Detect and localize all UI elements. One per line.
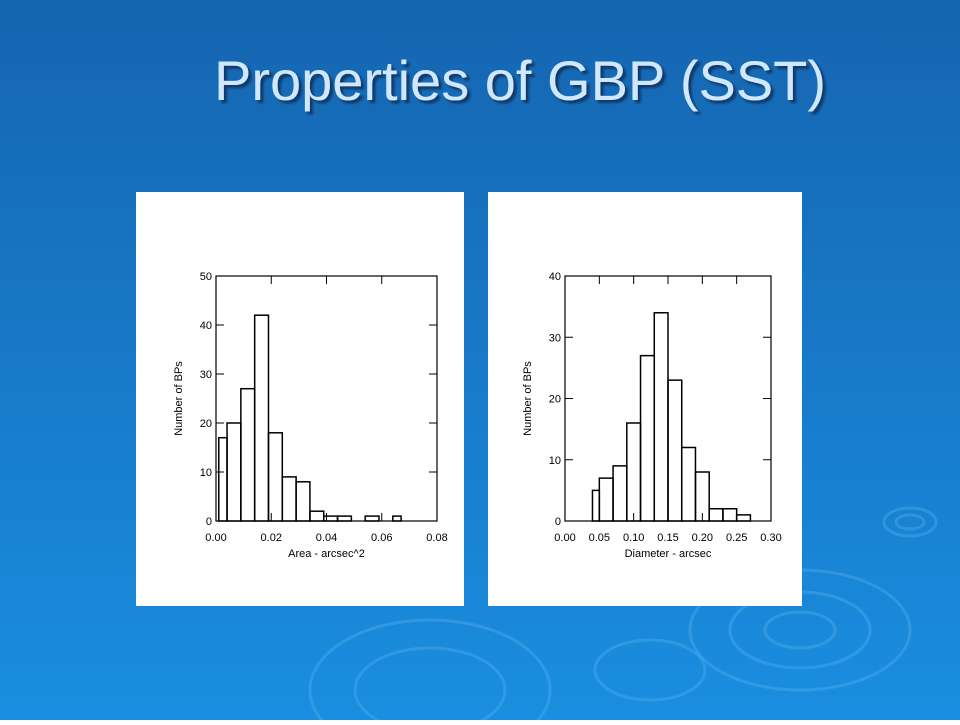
y-axis-label: Number of BPs [522, 361, 534, 436]
y-tick-label: 0 [206, 516, 212, 528]
x-axis-label: Diameter - arcsec [625, 548, 712, 560]
y-tick-label: 10 [200, 467, 212, 479]
y-tick-label: 40 [200, 320, 212, 332]
y-tick-label: 0 [555, 516, 561, 528]
y-axis-label: Number of BPs [173, 361, 185, 436]
y-tick-label: 10 [549, 455, 561, 467]
y-tick-label: 50 [200, 271, 212, 283]
x-tick-label: 0.15 [657, 532, 678, 544]
plots: 0.00 0.02 0.04 0.06 0.08 0 10 20 30 40 50 Area - ar… [173, 271, 782, 560]
x-tick-label: 0.04 [316, 532, 337, 544]
x-tick-label: 0.08 [426, 532, 447, 544]
x-tick-label: 0.00 [554, 532, 575, 544]
y-tick-label: 30 [549, 332, 561, 344]
x-tick-label: 0.25 [726, 532, 747, 544]
x-tick-label: 0.10 [623, 532, 644, 544]
y-tick-label: 40 [549, 271, 561, 283]
x-tick-label: 0.06 [371, 532, 392, 544]
chart-panel [488, 192, 802, 606]
y-tick-label: 20 [200, 418, 212, 430]
x-tick-label: 0.30 [760, 532, 781, 544]
x-tick-label: 0.20 [692, 532, 713, 544]
x-axis-label: Area - arcsec^2 [288, 548, 365, 560]
y-tick-label: 30 [200, 369, 212, 381]
slide-title: Properties of GBP (SST) [214, 49, 826, 112]
x-tick-label: 0.05 [589, 532, 610, 544]
x-tick-label: 0.02 [261, 532, 282, 544]
y-tick-label: 20 [549, 394, 561, 406]
chart-panel [136, 192, 464, 606]
x-tick-label: 0.00 [205, 532, 226, 544]
